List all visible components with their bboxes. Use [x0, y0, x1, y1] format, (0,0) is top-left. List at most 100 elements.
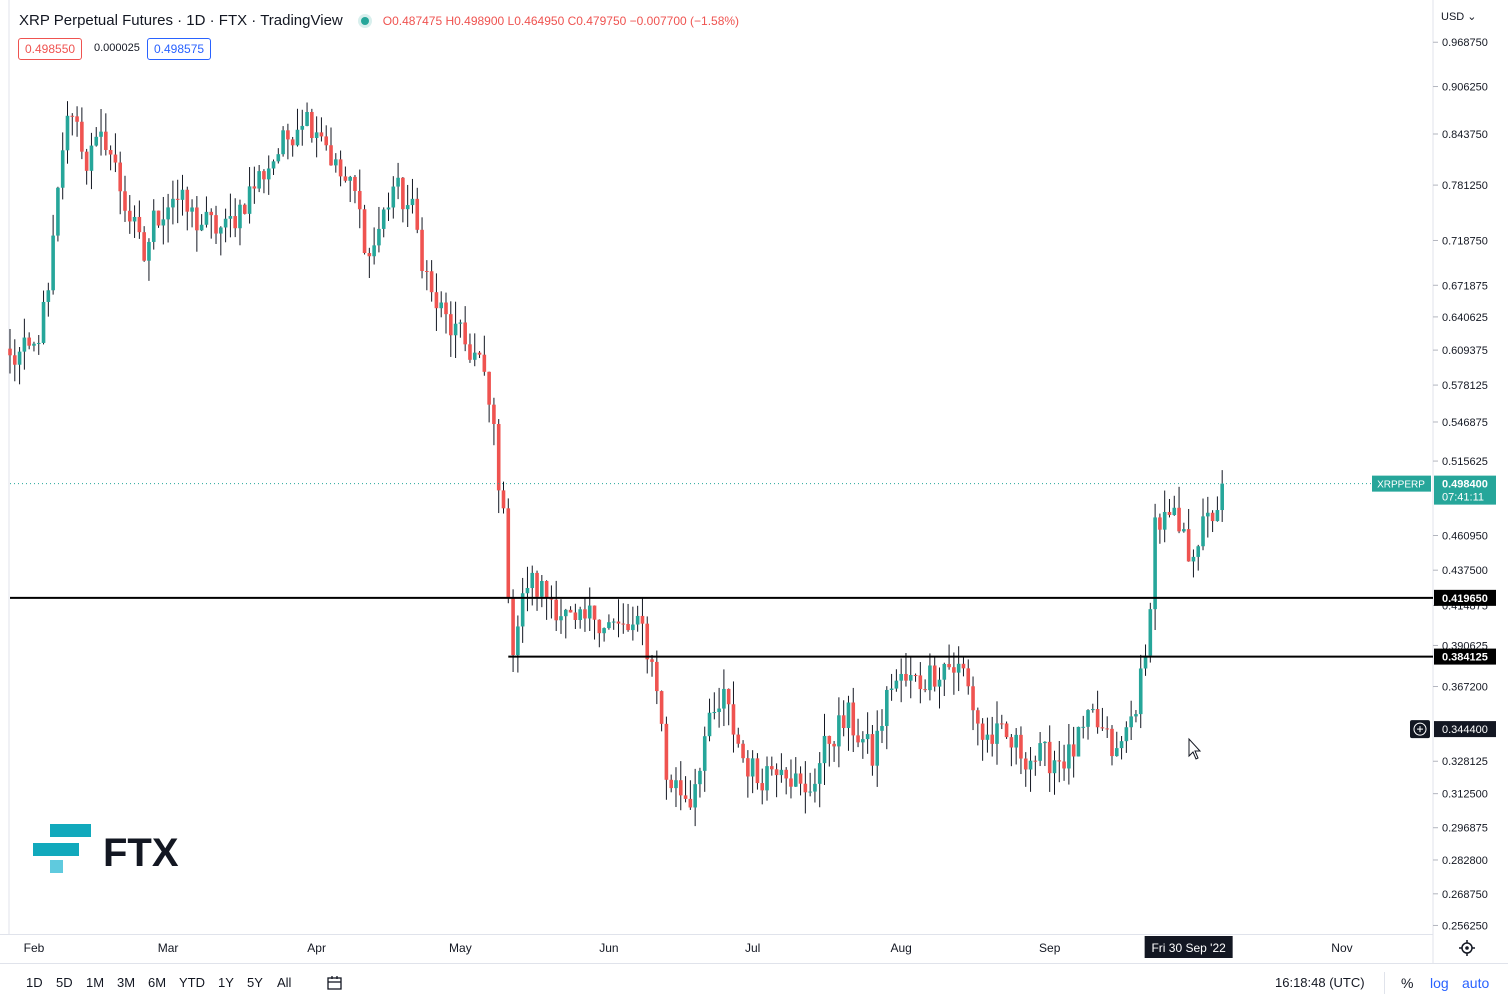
candle — [674, 767, 678, 808]
candle-body — [17, 351, 22, 365]
candle — [611, 618, 616, 630]
candle-body — [1067, 744, 1071, 769]
market-status-icon — [360, 16, 369, 25]
timeframe-1y[interactable]: 1Y — [218, 975, 234, 990]
candle-body — [942, 663, 947, 680]
candle — [1091, 703, 1095, 713]
candle-body — [1124, 727, 1129, 742]
candle — [319, 117, 324, 142]
candle-body — [597, 619, 602, 634]
date-range-icon[interactable] — [326, 974, 344, 992]
candle — [262, 169, 266, 194]
candle-body — [113, 154, 118, 163]
utc-clock[interactable]: 16:18:48 (UTC) — [1275, 975, 1365, 990]
candle-body — [472, 352, 477, 360]
candle-body — [84, 151, 89, 171]
timeframe-5d[interactable]: 5D — [56, 975, 73, 990]
candle — [1114, 731, 1119, 757]
candle-body — [496, 424, 501, 491]
bid-price-button[interactable]: 0.498550 — [18, 38, 83, 60]
settings-gear-icon[interactable] — [1459, 940, 1475, 956]
candle — [678, 761, 683, 811]
candle-body — [1105, 728, 1109, 730]
y-tick-label: 0.296875 — [1442, 823, 1488, 835]
candle — [329, 127, 333, 166]
candle — [348, 175, 352, 203]
candle-body — [94, 136, 99, 146]
timeframe-ytd[interactable]: YTD — [179, 975, 205, 990]
candle-body — [1134, 714, 1138, 717]
timeframe-1m[interactable]: 1M — [86, 975, 105, 990]
candle-body — [563, 609, 568, 617]
log-scale-toggle[interactable]: log — [1430, 975, 1449, 991]
candle — [1076, 726, 1081, 757]
candle — [1215, 496, 1220, 522]
y-tick-label: 0.437500 — [1442, 565, 1488, 577]
candle-body — [195, 207, 199, 231]
timeframe-3m[interactable]: 3M — [117, 975, 136, 990]
timeframe-5y[interactable]: 5Y — [247, 975, 263, 990]
candle — [525, 566, 530, 612]
candle — [1172, 495, 1177, 516]
candle — [156, 210, 161, 228]
timeframe-6m[interactable]: 6M — [148, 975, 167, 990]
currency-selector[interactable]: USD ⌄ — [1441, 10, 1477, 23]
candle-body — [420, 229, 424, 271]
symbol-title[interactable]: XRP Perpetual Futures · 1D · FTX · Tradi… — [19, 12, 343, 29]
candle-body — [453, 323, 458, 336]
candle-body — [678, 780, 683, 796]
candle — [132, 205, 137, 238]
timeframe-all[interactable]: All — [277, 975, 292, 990]
candle-body — [429, 271, 434, 293]
add-alert-plus-icon[interactable] — [1410, 720, 1430, 739]
candle-body — [870, 734, 875, 766]
time-axis[interactable]: Feb Mar Apr May Jun Jul Aug Sep Nov — [24, 941, 1353, 955]
timeframe-1d[interactable]: 1D — [26, 975, 43, 990]
candle-body — [410, 198, 415, 206]
plot-area[interactable] — [0, 0, 1433, 934]
candle-body — [290, 139, 295, 146]
candle — [688, 780, 693, 810]
x-tick-label: Aug — [890, 941, 911, 955]
candle — [889, 673, 894, 701]
candle — [204, 196, 209, 228]
candle-body — [884, 689, 889, 726]
candle-body — [918, 675, 923, 690]
candle — [635, 605, 640, 632]
candle-body — [266, 168, 271, 180]
candle — [683, 776, 688, 803]
candle-body — [985, 734, 990, 740]
candle-body — [108, 149, 113, 155]
candle — [372, 227, 376, 265]
candle-body — [544, 581, 549, 598]
y-tick-label: 0.718750 — [1442, 235, 1488, 247]
candle — [1071, 726, 1076, 778]
candle — [999, 714, 1004, 730]
candle-body — [817, 763, 822, 784]
percent-scale-toggle[interactable]: % — [1401, 975, 1414, 991]
candle-body — [851, 702, 856, 736]
candle-body — [22, 337, 27, 352]
candle — [908, 657, 913, 699]
candle — [722, 669, 726, 727]
candle — [659, 690, 664, 732]
candle-body — [219, 227, 223, 234]
candle — [645, 616, 650, 674]
candle — [180, 174, 185, 216]
candle-body — [1100, 727, 1105, 729]
candle-body — [683, 795, 688, 799]
candle — [702, 726, 707, 792]
candle — [367, 247, 372, 279]
candle — [851, 687, 856, 753]
symbol-tag — [1372, 475, 1431, 492]
candle-body — [89, 145, 94, 171]
x-tick-label: Nov — [1331, 941, 1352, 955]
auto-scale-toggle[interactable]: auto — [1462, 975, 1490, 991]
candle — [1047, 725, 1052, 792]
ask-price-button[interactable]: 0.498575 — [147, 38, 212, 60]
candle — [8, 329, 12, 374]
candle-body — [1043, 741, 1047, 744]
candle-body — [147, 241, 151, 261]
candle-body — [214, 215, 218, 234]
